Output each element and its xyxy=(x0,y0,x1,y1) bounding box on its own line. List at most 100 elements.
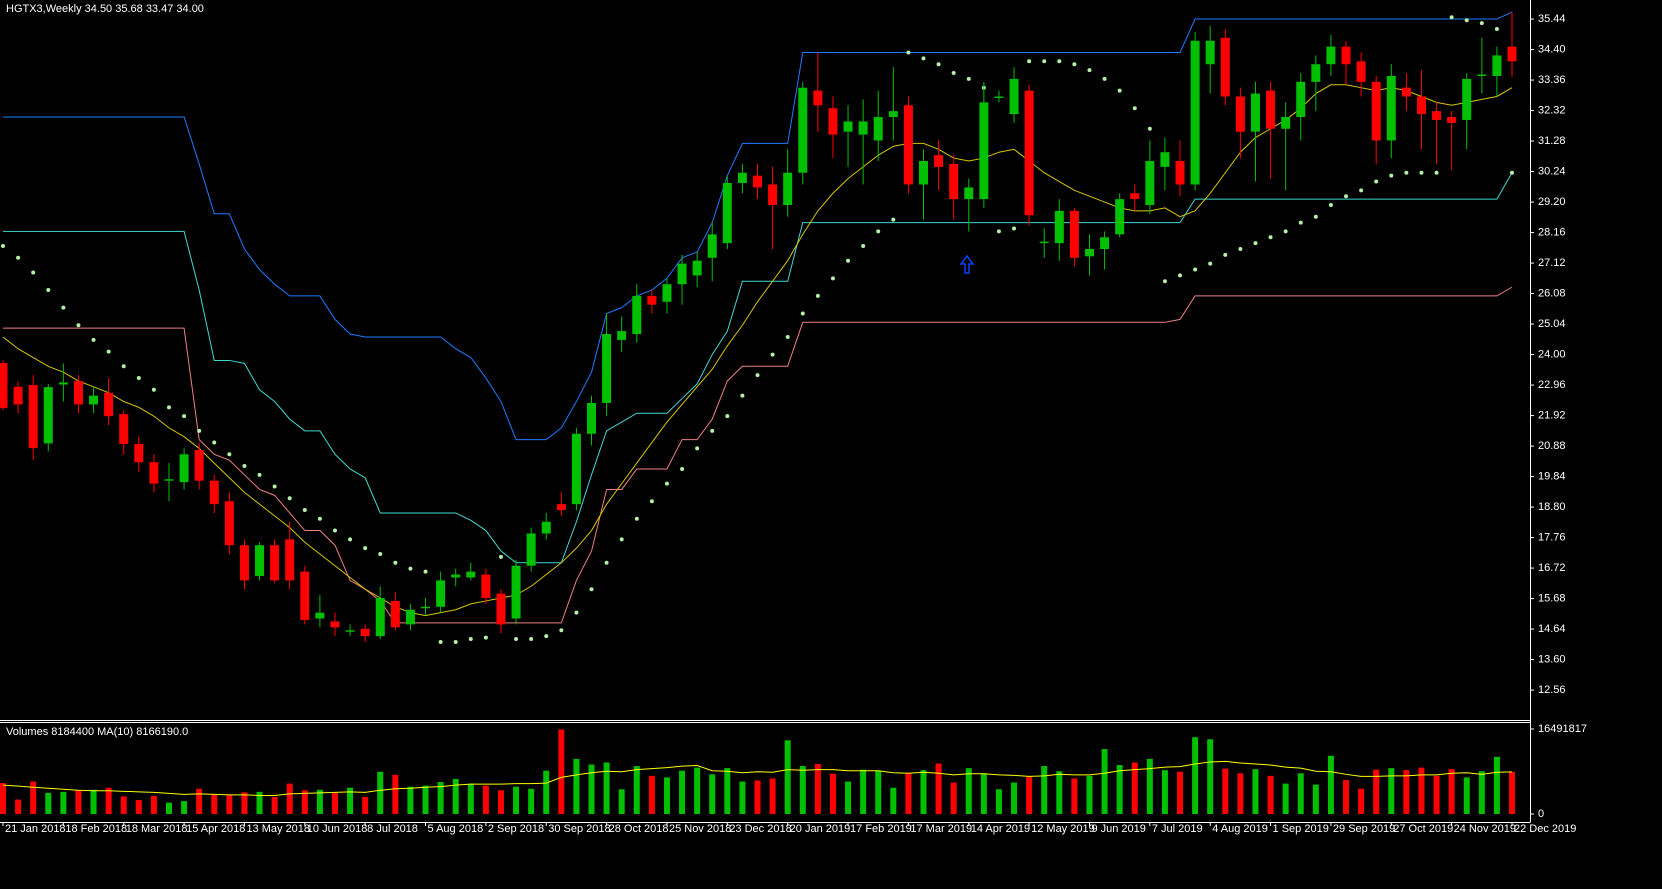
sar-dot xyxy=(589,587,594,592)
volume-bar xyxy=(799,766,806,814)
candle-body xyxy=(89,395,99,405)
sar-dot xyxy=(1223,252,1228,257)
volume-bar xyxy=(1343,779,1350,814)
candle-body xyxy=(1069,210,1079,258)
volume-bar xyxy=(980,773,987,814)
sar-dot xyxy=(634,516,639,521)
candle-body xyxy=(707,234,717,258)
sar-dot xyxy=(1147,126,1152,131)
sar-dot xyxy=(136,376,141,381)
x-tick-label: 18 Feb 2018 xyxy=(65,823,127,835)
sar-dot xyxy=(212,440,217,445)
x-tick-label: 12 May 2019 xyxy=(1031,823,1095,835)
volume-bar xyxy=(0,783,6,814)
volume-pane xyxy=(0,729,1515,814)
volume-bar xyxy=(1101,749,1108,814)
sar-dot xyxy=(861,244,866,249)
volume-bar xyxy=(573,758,580,814)
y-tick-label: 32.32 xyxy=(1538,104,1566,116)
sar-dot xyxy=(121,364,126,369)
candle-body xyxy=(1507,46,1517,62)
candle-body xyxy=(602,334,612,403)
candle-body xyxy=(13,386,23,405)
candle-body xyxy=(451,574,461,578)
volume-bar xyxy=(482,785,489,814)
volume-bar xyxy=(935,763,942,814)
sar-dot xyxy=(1087,68,1092,73)
candle-body xyxy=(1145,161,1155,206)
volume-bar xyxy=(407,786,414,814)
volume-bar xyxy=(271,796,278,814)
candle-body xyxy=(134,444,144,463)
sar-dot xyxy=(604,560,609,565)
sar-dot xyxy=(815,293,820,298)
candle-body xyxy=(224,501,234,546)
candle-body xyxy=(104,392,114,417)
candle-body xyxy=(390,600,400,628)
candle-body xyxy=(1100,237,1110,249)
candle-body xyxy=(194,449,204,481)
candle-body xyxy=(949,163,959,200)
x-tick-label: 29 Sep 2019 xyxy=(1333,823,1395,835)
indicator-line xyxy=(2,84,1513,617)
sar-dot xyxy=(559,628,564,633)
candle-body xyxy=(587,402,597,434)
volume-bar xyxy=(1146,758,1153,814)
y-tick-label: 16.72 xyxy=(1538,562,1566,574)
volume-bar xyxy=(1071,778,1078,814)
volume-bar xyxy=(814,764,821,814)
candle-body xyxy=(1326,46,1336,65)
sar-dot xyxy=(498,554,503,559)
volume-bar xyxy=(905,772,912,814)
candle-body xyxy=(843,121,853,132)
y-tick-label: 12.56 xyxy=(1538,684,1566,696)
volume-bar xyxy=(1448,769,1455,814)
candle-body xyxy=(436,580,446,607)
candle-body xyxy=(149,462,159,484)
sar-dot xyxy=(755,373,760,378)
sar-dot xyxy=(332,528,337,533)
volume-bar xyxy=(1403,770,1410,814)
sar-dot xyxy=(1479,21,1484,26)
sar-dot xyxy=(514,637,519,642)
volume-bar xyxy=(1297,773,1304,814)
candle-body xyxy=(270,545,280,581)
y-tick-label: 16491817 xyxy=(1538,723,1587,735)
indicator-line xyxy=(3,286,1513,624)
volume-bar xyxy=(995,789,1002,814)
y-tick-label: 18.80 xyxy=(1538,501,1566,513)
volume-bar xyxy=(1086,775,1093,814)
volume-bar xyxy=(362,796,369,814)
sar-dot xyxy=(423,569,428,574)
y-tick-label: 33.36 xyxy=(1538,74,1566,86)
sar-dot xyxy=(1193,267,1198,272)
indicator-line xyxy=(3,172,1513,564)
volume-bar xyxy=(1131,762,1138,814)
volume-bar xyxy=(784,740,791,814)
y-tick-label: 25.04 xyxy=(1538,318,1566,330)
volume-bar xyxy=(679,770,686,814)
volume-bar xyxy=(618,789,625,814)
candle-body xyxy=(677,263,687,285)
sar-dot xyxy=(287,496,292,501)
y-tick-label: 31.28 xyxy=(1538,135,1566,147)
axes: 12.56 13.60 14.64 15.68 16.72 17.76 18.80 19.84… xyxy=(2,13,1587,835)
sar-dot xyxy=(348,537,353,542)
volume-bar xyxy=(1056,771,1063,814)
volume-bar xyxy=(603,762,610,814)
volume-bar xyxy=(60,791,67,814)
candle-body xyxy=(858,121,868,135)
candle-body xyxy=(647,295,657,305)
sar-dot xyxy=(1042,59,1047,64)
volume-bar xyxy=(754,780,761,814)
sar-dot xyxy=(619,537,624,542)
candle-body xyxy=(979,102,989,200)
candle-body xyxy=(1024,90,1034,216)
volume-bar xyxy=(1478,771,1485,814)
sar-dot xyxy=(1404,170,1409,175)
volume-bar xyxy=(829,773,836,814)
volume-bar xyxy=(120,796,127,814)
sar-dot xyxy=(649,499,654,504)
candle-body xyxy=(1477,74,1487,76)
candle-body xyxy=(1160,152,1170,167)
